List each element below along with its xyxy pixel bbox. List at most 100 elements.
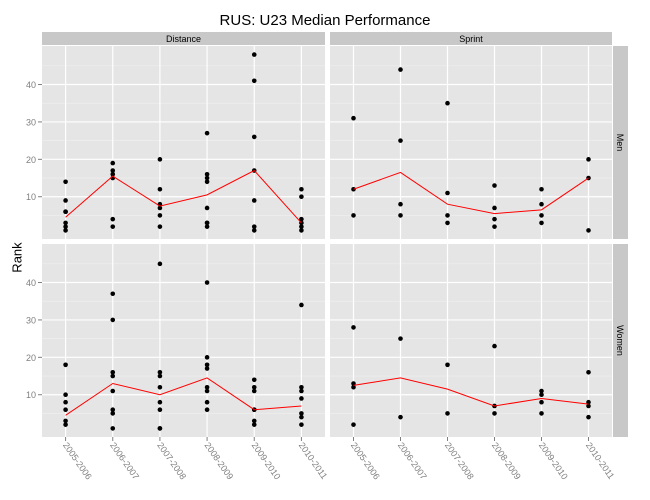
data-point [586,414,591,420]
x-tick-label: 2010-2011 [297,440,329,480]
strip-women [613,244,628,437]
data-point [299,194,304,200]
data-point [204,280,210,285]
data-point [157,369,163,375]
data-point [204,384,210,390]
data-point [63,228,68,233]
data-point [445,220,450,226]
y-tick-label: 20 [26,353,36,363]
data-point [204,366,210,371]
data-point [539,201,544,207]
data-point [204,220,210,226]
data-point [539,392,544,398]
x-tick-label: 2005-2006 [61,440,94,481]
data-point [110,407,116,412]
data-point [539,213,544,218]
data-point [251,422,257,427]
data-point [299,396,304,401]
data-point [398,336,403,341]
data-point [110,216,116,222]
x-tick-label: 2007-2008 [155,440,188,481]
data-point [445,411,450,416]
data-point [110,224,116,229]
median-line [65,377,302,416]
data-point [299,186,304,192]
data-point [157,399,163,405]
data-point [204,179,210,185]
x-tick-label: 2009-2010 [537,440,570,481]
panel-background [42,46,325,239]
data-point [63,392,68,398]
data-point [157,373,163,379]
data-point [251,224,257,229]
data-point [586,157,591,162]
x-tick-label: 2009-2010 [250,440,283,481]
data-point [398,201,403,207]
data-point [251,388,257,394]
data-point [110,171,116,177]
data-point [539,220,544,226]
data-point [204,224,210,229]
data-point [63,418,68,424]
data-point [586,369,591,375]
data-point [110,388,116,394]
median-line [65,169,302,224]
data-point [157,224,163,229]
data-point [204,388,210,394]
median-line [353,171,589,215]
panel-background [330,244,612,437]
data-point [492,216,497,222]
data-point [398,213,403,218]
data-point [204,130,210,136]
median-line [353,377,589,407]
data-point [251,228,257,233]
data-point [251,198,257,203]
data-point [63,179,68,185]
data-point [157,205,163,211]
data-point [492,343,497,349]
strip-men [613,46,628,239]
panel-distance-men [42,46,325,239]
x-tick-label: 2005-2006 [349,440,382,481]
data-point [110,411,116,416]
data-point [251,377,257,383]
data-point [63,224,68,229]
y-tick-label: 20 [26,155,36,165]
data-point [539,411,544,416]
data-point [157,157,163,162]
data-point [299,216,304,222]
data-point [299,228,304,233]
data-point [351,325,356,330]
data-point [157,384,163,390]
y-tick-label: 30 [26,315,36,325]
strip-distance [42,32,325,45]
x-tick-label: 2006-2007 [108,440,141,481]
data-point [586,399,591,405]
data-point [351,213,356,218]
data-point [398,138,403,143]
x-tick-label: 2010-2011 [584,440,616,480]
data-point [398,414,403,420]
data-point [586,228,591,233]
y-tick-label: 40 [26,80,36,90]
panel-distance-women [42,244,325,437]
x-tick-label: 2008-2009 [490,440,523,481]
x-tick-label: 2006-2007 [396,440,429,481]
data-point [63,209,68,214]
data-point [586,403,591,409]
data-point [204,205,210,211]
data-point [299,388,304,394]
data-point [110,369,116,375]
data-point [110,168,116,173]
data-point [63,422,68,427]
data-point [351,422,356,427]
data-point [251,52,257,57]
data-point [110,160,116,166]
data-point [157,426,163,431]
y-tick-label: 30 [26,117,36,127]
chart-title: RUS: U23 Median Performance [219,12,431,29]
panel-sprint-men [330,46,612,239]
data-point [157,186,163,192]
panel-background [330,46,612,239]
